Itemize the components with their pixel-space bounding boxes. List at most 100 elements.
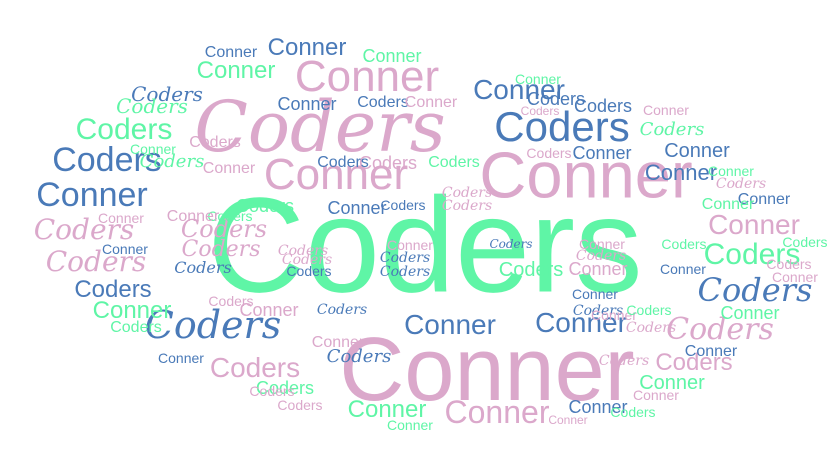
cloud-word: Coders: [358, 153, 418, 173]
cloud-word: Coders: [131, 82, 203, 106]
cloud-word: Coders: [494, 103, 630, 150]
cloud-word: Coders: [189, 134, 241, 151]
cloud-word: Conner: [535, 307, 627, 338]
cloud-word: Coders: [489, 237, 533, 251]
cloud-word: Coders: [441, 185, 493, 201]
cloud-word: Coders: [326, 346, 392, 367]
cloud-word: Coders: [575, 248, 627, 264]
cloud-word: Coders: [52, 141, 162, 179]
cloud-word: Coders: [316, 302, 368, 318]
cloud-word: Conner: [267, 34, 347, 61]
cloud-word: Coders: [428, 154, 480, 171]
cloud-word: Coders: [249, 383, 295, 399]
cloud-word: Coders: [520, 104, 560, 118]
cloud-word: Conner: [362, 46, 422, 66]
cloud-word: Coders: [286, 263, 332, 279]
cloud-word: Coders: [174, 258, 232, 277]
cloud-word: Coders: [573, 96, 633, 116]
cloud-word: Coders: [194, 86, 446, 168]
cloud-word: Coders: [626, 302, 672, 318]
cloud-word: Conner: [98, 210, 144, 226]
cloud-word: Conner: [202, 160, 256, 177]
cloud-word: Coders: [317, 154, 369, 171]
cloud-word: Conner: [701, 196, 755, 213]
cloud-word: Conner: [568, 259, 628, 279]
cloud-word: Coders: [181, 237, 261, 262]
cloud-word: Conner: [263, 150, 409, 199]
cloud-word: Conner: [196, 57, 276, 84]
cloud-word: Conner: [339, 320, 635, 420]
cloud-word: Conner: [633, 387, 679, 403]
cloud-word: Coders: [277, 397, 323, 413]
cloud-word: Conner: [92, 297, 172, 324]
cloud-word: Conner: [130, 141, 176, 157]
cloud-word: Coders: [116, 94, 188, 118]
cloud-word: Coders: [703, 238, 801, 271]
cloud-word: Conner: [404, 309, 496, 340]
cloud-word: Coders: [144, 303, 282, 347]
cloud-word: Conner: [204, 44, 258, 61]
cloud-word: Coders: [666, 312, 774, 347]
cloud-word: Coders: [180, 215, 268, 243]
cloud-word: Coders: [208, 293, 254, 309]
cloud-word: Conner: [515, 71, 561, 87]
cloud-word: Coders: [380, 197, 426, 213]
cloud-word: Conner: [720, 303, 780, 323]
cloud-word: Conner: [479, 138, 693, 212]
cloud-word: Coders: [697, 271, 813, 309]
cloud-word: Conner: [772, 269, 818, 285]
cloud-word: Coders: [45, 245, 147, 278]
cloud-word: Conner: [327, 198, 387, 218]
cloud-word: Coders: [110, 319, 162, 336]
cloud-word: Conner: [708, 163, 754, 179]
cloud-word: Coders: [207, 169, 643, 321]
cloud-word: Coders: [139, 151, 205, 172]
cloud-word: Coders: [661, 236, 707, 252]
cloud-word: Coders: [207, 208, 253, 224]
cloud-word: Conner: [444, 394, 550, 430]
cloud-word: Conner: [591, 307, 637, 323]
cloud-word: Conner: [294, 52, 440, 101]
cloud-word: Conner: [643, 102, 689, 118]
cloud-word: Conner: [664, 140, 730, 162]
cloud-word: Conner: [311, 334, 365, 351]
cloud-word: Coders: [74, 276, 152, 303]
cloud-word: Conner: [158, 350, 204, 366]
cloud-word: Coders: [357, 94, 409, 111]
cloud-word: Coders: [782, 234, 828, 250]
cloud-word: Conner: [708, 209, 800, 240]
cloud-word: Conner: [572, 286, 618, 302]
cloud-word: Coders: [255, 378, 315, 398]
cloud-word: Coders: [209, 352, 301, 383]
cloud-word: Coders: [441, 198, 493, 214]
cloud-word: Conner: [277, 94, 337, 114]
cloud-word: Conner: [166, 208, 220, 225]
cloud-word: Conner: [473, 74, 565, 105]
cloud-word: Conner: [568, 397, 628, 417]
cloud-word: Conner: [639, 372, 705, 394]
cloud-word: Conner: [387, 417, 433, 433]
cloud-word: Coders: [572, 303, 624, 319]
cloud-word: Coders: [379, 250, 431, 266]
cloud-word: Coders: [639, 119, 705, 140]
cloud-word: Coders: [281, 252, 333, 268]
cloud-word: Coders: [598, 353, 650, 369]
cloud-word: Conner: [239, 300, 299, 320]
cloud-word: Coders: [715, 176, 767, 192]
cloud-word: Coders: [75, 113, 173, 146]
cloud-word: Conner: [102, 241, 148, 257]
cloud-word: Conner: [387, 237, 433, 253]
cloud-word: Conner: [579, 236, 625, 252]
cloud-word: Coders: [235, 196, 295, 216]
cloud-word: Coders: [379, 264, 431, 280]
cloud-word: Conner: [684, 343, 738, 360]
cloud-word: Coders: [526, 89, 586, 109]
cloud-word: Coders: [610, 404, 656, 420]
cloud-word: Conner: [347, 396, 427, 423]
cloud-word: Coders: [498, 259, 564, 281]
cloud-word: Conner: [404, 94, 458, 111]
cloud-word: Coders: [625, 320, 677, 336]
cloud-word: Conner: [572, 143, 632, 163]
cloud-word: Coders: [526, 145, 572, 161]
